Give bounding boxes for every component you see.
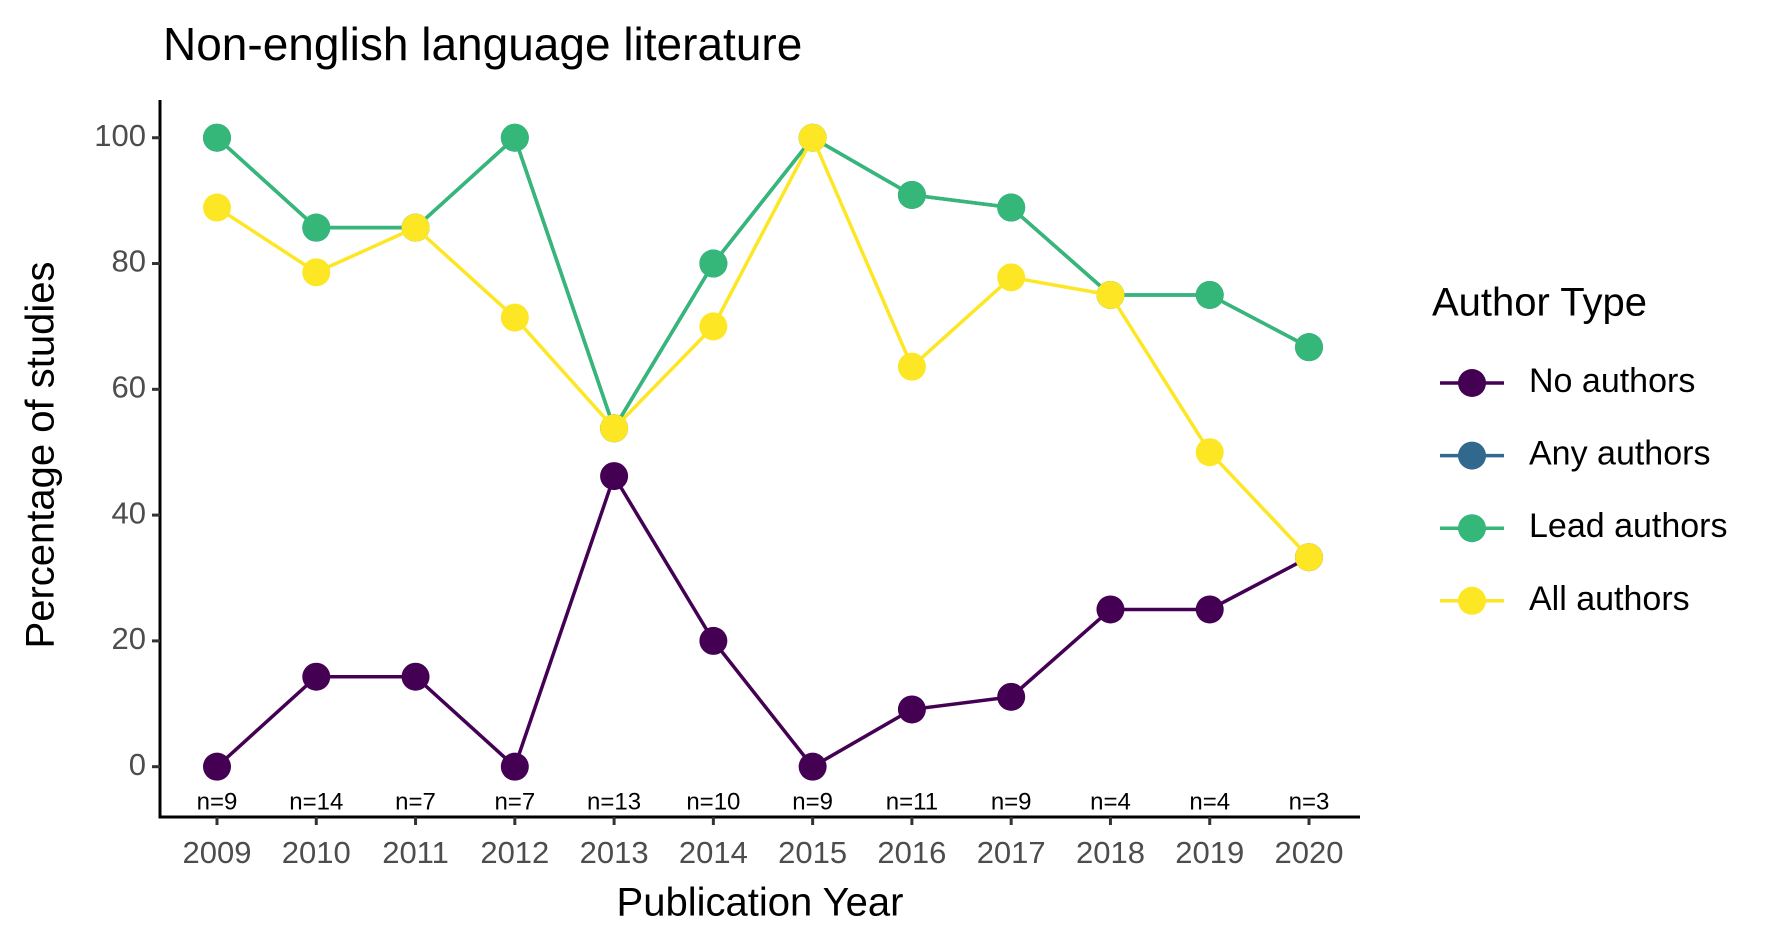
n-label: n=9 bbox=[197, 788, 238, 815]
y-axis-title: Percentage of studies bbox=[19, 262, 63, 649]
x-tick-label: 2017 bbox=[977, 835, 1046, 870]
point bbox=[699, 249, 728, 278]
point bbox=[203, 752, 231, 781]
series-line bbox=[215, 471, 1310, 770]
point bbox=[302, 213, 331, 242]
point bbox=[897, 352, 926, 381]
n-label: n=7 bbox=[494, 788, 535, 815]
point bbox=[997, 682, 1026, 711]
point bbox=[1096, 280, 1125, 309]
n-label: n=9 bbox=[991, 788, 1032, 815]
point bbox=[699, 312, 728, 341]
n-label: n=10 bbox=[686, 788, 740, 815]
chart-title: Non-english language literature bbox=[163, 18, 802, 70]
x-axis-title: Publication Year bbox=[617, 881, 904, 925]
point bbox=[1195, 595, 1224, 624]
point bbox=[997, 263, 1026, 292]
point bbox=[1295, 333, 1323, 362]
point bbox=[1195, 280, 1224, 309]
legend-title: Author Type bbox=[1432, 281, 1647, 325]
legend-label: Lead authors bbox=[1529, 507, 1728, 545]
series-line bbox=[216, 133, 1311, 559]
legend-label: All authors bbox=[1529, 580, 1690, 618]
legend-label: Any authors bbox=[1529, 435, 1710, 473]
y-tick-label: 0 bbox=[129, 747, 146, 782]
n-label: n=4 bbox=[1189, 788, 1230, 815]
x-tick-label: 2010 bbox=[282, 835, 351, 870]
legend-key-point bbox=[1458, 441, 1486, 470]
point bbox=[897, 180, 926, 209]
x-tick-label: 2016 bbox=[877, 835, 946, 870]
point bbox=[500, 123, 529, 152]
series-line bbox=[215, 134, 1310, 433]
legend-label: No authors bbox=[1529, 362, 1695, 400]
point bbox=[401, 213, 430, 242]
y-tick-label: 40 bbox=[112, 495, 146, 530]
point bbox=[798, 123, 827, 152]
point bbox=[997, 193, 1026, 222]
n-label: n=9 bbox=[792, 788, 833, 815]
point bbox=[302, 258, 331, 287]
point bbox=[897, 695, 926, 724]
point bbox=[401, 662, 430, 691]
point bbox=[1195, 438, 1224, 467]
n-label: n=11 bbox=[886, 788, 938, 815]
point bbox=[1096, 595, 1125, 624]
x-tick-label: 2014 bbox=[679, 835, 748, 870]
legend-key-point bbox=[1458, 369, 1486, 397]
n-label: n=3 bbox=[1289, 788, 1330, 815]
x-tick-label: 2009 bbox=[183, 835, 252, 870]
point bbox=[1295, 543, 1323, 572]
point bbox=[302, 662, 331, 691]
point bbox=[600, 462, 629, 491]
legend-key-point bbox=[1458, 586, 1486, 615]
point bbox=[798, 752, 827, 781]
x-tick-label: 2012 bbox=[480, 835, 549, 870]
x-tick-label: 2015 bbox=[778, 835, 847, 870]
n-label: n=4 bbox=[1090, 788, 1131, 815]
point bbox=[699, 626, 728, 655]
y-tick-label: 20 bbox=[112, 621, 146, 656]
n-label: n=13 bbox=[587, 788, 641, 815]
x-tick-label: 2018 bbox=[1076, 835, 1145, 870]
point bbox=[600, 414, 629, 443]
point bbox=[500, 752, 529, 781]
point bbox=[500, 303, 529, 332]
n-label: n=7 bbox=[395, 788, 436, 815]
x-tick-label: 2011 bbox=[382, 835, 449, 870]
point bbox=[203, 193, 231, 222]
legend-key-point bbox=[1458, 514, 1486, 543]
y-tick-label: 60 bbox=[112, 370, 146, 405]
point bbox=[203, 123, 231, 152]
series-line bbox=[215, 134, 1310, 433]
n-label: n=14 bbox=[289, 788, 343, 815]
y-tick-label: 80 bbox=[112, 244, 146, 279]
x-tick-label: 2020 bbox=[1275, 835, 1344, 870]
x-tick-label: 2019 bbox=[1175, 835, 1244, 870]
x-tick-label: 2013 bbox=[580, 835, 649, 870]
y-tick-label: 100 bbox=[94, 118, 146, 153]
